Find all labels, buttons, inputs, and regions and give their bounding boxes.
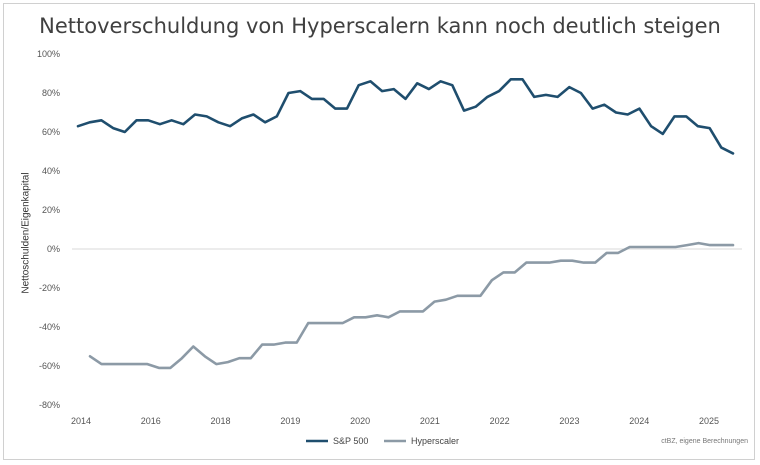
y-tick-label: 80%: [42, 88, 60, 98]
series-line-s-p-500: [76, 78, 735, 155]
x-tick-label: 2020: [350, 416, 370, 426]
y-tick-label: 60%: [42, 127, 60, 137]
source-note: ctBZ, eigene Berechnungen: [661, 438, 748, 445]
series-line-hyperscaler: [88, 241, 735, 370]
x-tick-label: 2019: [280, 416, 300, 426]
x-tick-label: 2025: [699, 416, 719, 426]
x-tick-label: 2014: [71, 416, 91, 426]
x-tick-label: 2018: [211, 416, 231, 426]
x-tick-label: 2021: [420, 416, 440, 426]
legend-label: S&P 500: [333, 436, 368, 446]
y-tick-label: -40%: [39, 322, 60, 332]
chart-title: Nettoverschuldung von Hyperscalern kann …: [39, 14, 721, 38]
y-tick-label: -60%: [39, 361, 60, 371]
y-tick-label: -20%: [39, 283, 60, 293]
x-tick-label: 2016: [141, 416, 161, 426]
y-tick-label: 40%: [42, 166, 60, 176]
y-tick-label: 100%: [37, 49, 60, 59]
chart-frame: [3, 3, 755, 460]
y-tick-label: -80%: [39, 400, 60, 410]
x-tick-label: 2024: [629, 416, 649, 426]
x-tick-label: 2022: [490, 416, 510, 426]
legend-label: Hyperscaler: [411, 436, 459, 446]
y-tick-label: 20%: [42, 205, 60, 215]
x-tick-label: 2023: [559, 416, 579, 426]
y-tick-label: 0%: [47, 244, 60, 254]
